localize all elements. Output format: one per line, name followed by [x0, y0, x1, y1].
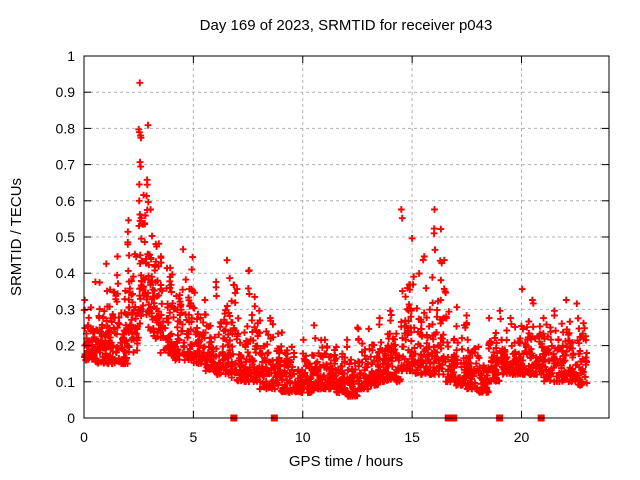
x-tick-label: 15 — [404, 429, 420, 445]
chart-title: Day 169 of 2023, SRMTID for receiver p04… — [200, 17, 493, 34]
plot-border — [83, 55, 610, 419]
y-tick-label: 0.1 — [56, 374, 76, 390]
data-points — [80, 79, 591, 400]
y-tick-label: 0.2 — [56, 338, 76, 354]
y-tick-label: 0.5 — [56, 229, 76, 245]
y-tick-label: 0.8 — [56, 120, 76, 136]
y-tick-label: 0.9 — [56, 84, 76, 100]
x-tick-label: 0 — [80, 429, 88, 445]
x-tick-label: 5 — [189, 429, 197, 445]
y-axis-label: SRMTID / TECUs — [8, 178, 25, 296]
y-tick-label: 0.4 — [56, 265, 76, 281]
x-tick-labels: 0 5 10 15 20 — [80, 429, 529, 445]
y-tick-label: 1 — [67, 48, 75, 64]
y-tick-label: 0.6 — [56, 193, 76, 209]
y-tick-label: 0.3 — [56, 301, 76, 317]
y-tick-label: 0 — [67, 410, 75, 426]
x-tick-label: 20 — [514, 429, 530, 445]
y-tick-labels: 0 0.1 0.2 0.3 0.4 0.5 0.6 0.7 0.8 0.9 1 — [56, 48, 76, 426]
x-tick-label: 10 — [295, 429, 311, 445]
x-axis-label: GPS time / hours — [289, 453, 403, 470]
y-tick-label: 0.7 — [56, 157, 76, 173]
